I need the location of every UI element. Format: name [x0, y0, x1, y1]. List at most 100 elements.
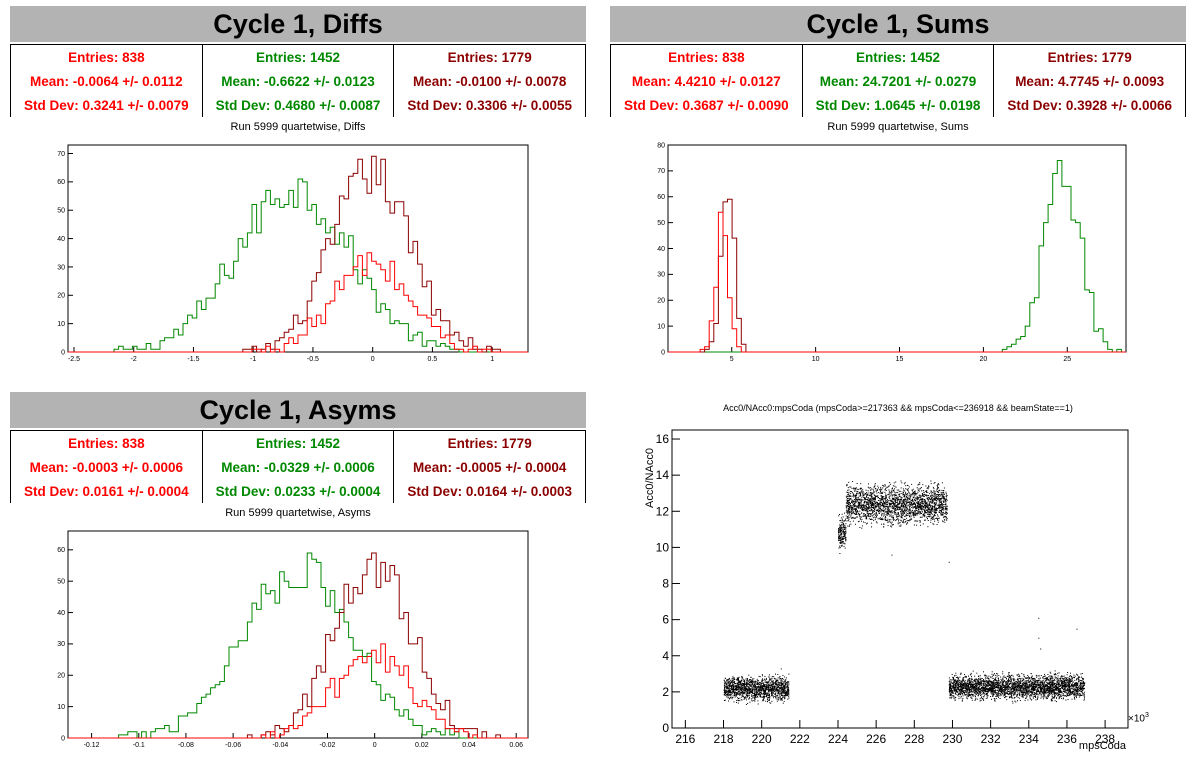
scatter-point: [976, 685, 978, 687]
y-tick-label: 20: [657, 298, 665, 305]
scatter-point: [895, 498, 897, 500]
entries-text: Entries: 1452: [255, 49, 341, 65]
scatter-point: [1067, 680, 1069, 682]
scatter-point: [901, 500, 903, 502]
scatter-point: [871, 507, 873, 508]
scatter-point: [788, 694, 790, 696]
scatter-point: [770, 678, 772, 680]
scatter-point: [915, 504, 916, 506]
scatter-point: [735, 692, 737, 694]
scatter-point: [936, 510, 938, 511]
scatter-point: [851, 513, 853, 515]
scatter-point: [874, 498, 876, 500]
scatter-point: [855, 510, 857, 512]
scatter-point: [931, 505, 933, 507]
scatter-point: [874, 500, 875, 502]
scatter-point: [961, 680, 963, 682]
scatter-point: [1060, 679, 1062, 681]
scatter-point: [885, 519, 887, 521]
y-tick-label: 16: [656, 432, 670, 446]
scatter-point: [889, 495, 891, 497]
scatter-point: [735, 686, 737, 688]
scatter-point: [736, 689, 738, 691]
scatter-point: [877, 502, 878, 504]
scatter-point: [916, 505, 918, 507]
y-tick-label: 50: [657, 220, 665, 227]
scatter-point: [865, 501, 867, 503]
scatter-point: [1056, 697, 1057, 699]
scatter-point: [1014, 685, 1016, 687]
scatter-point: [846, 511, 848, 513]
scatter-point: [879, 510, 881, 512]
scatter-point: [943, 517, 945, 519]
scatter-point: [871, 510, 873, 512]
scatter-point: [760, 692, 762, 694]
scatter-point: [875, 521, 877, 523]
scatter-point: [910, 495, 912, 497]
scatter-point: [915, 508, 917, 510]
scatter-point: [841, 544, 843, 546]
scatter-point: [881, 505, 883, 506]
scatter-point: [865, 515, 867, 517]
scatter-point: [763, 690, 765, 692]
scatter-point: [1020, 682, 1022, 683]
scatter-point: [917, 496, 919, 498]
stddev-text: Std Dev: 0.0233 +/- 0.0004: [215, 483, 381, 499]
scatter-point: [847, 516, 849, 518]
scatter-point: [914, 512, 916, 514]
scatter-point: [771, 676, 773, 677]
scatter-point: [927, 498, 929, 500]
scatter-point: [885, 510, 887, 512]
scatter-point: [972, 683, 974, 685]
scatter-point: [782, 680, 784, 682]
scatter-point: [910, 501, 912, 503]
scatter-point: [758, 685, 760, 687]
scatter-point: [758, 675, 760, 677]
scatter-point: [848, 511, 850, 512]
scatter-point: [928, 497, 930, 499]
scatter-point: [895, 499, 896, 501]
scatter-point: [916, 497, 918, 499]
scatter-point: [882, 519, 884, 521]
scatter-point: [854, 517, 856, 519]
sums-stats-green: Entries: 1452 Mean: 24.7201 +/- 0.0279 S…: [801, 45, 994, 117]
scatter-point: [921, 510, 923, 512]
scatter-point: [919, 505, 921, 507]
scatter-point: [867, 510, 869, 512]
scatter-point: [894, 502, 896, 504]
scatter-point: [930, 507, 932, 509]
scatter-point: [1036, 691, 1038, 693]
scatter-point: [760, 686, 761, 688]
scatter-point: [1044, 690, 1046, 692]
scatter-point: [1017, 682, 1019, 683]
scatter-point: [775, 690, 777, 692]
scatter-point: [760, 683, 762, 685]
scatter-point: [938, 492, 940, 493]
scatter-point: [1080, 673, 1082, 675]
scatter-point: [743, 698, 745, 700]
scatter-point: [867, 511, 869, 513]
scatter-point: [893, 497, 895, 499]
scatter-point: [922, 500, 924, 502]
scatter-point: [917, 496, 918, 498]
scatter-point: [747, 686, 749, 688]
scatter-point: [941, 505, 943, 507]
scatter-point: [740, 682, 742, 684]
scatter-point: [841, 540, 843, 542]
scatter-point: [762, 688, 764, 690]
scatter-point: [1074, 690, 1076, 692]
scatter-point: [882, 492, 883, 494]
scatter-point: [913, 492, 915, 494]
scatter-point: [768, 700, 770, 701]
scatter-point: [884, 488, 886, 490]
scatter-point: [934, 504, 936, 506]
scatter-point: [728, 695, 729, 697]
scatter-point: [844, 512, 845, 514]
scatter-point: [873, 513, 875, 515]
scatter-point: [843, 532, 845, 534]
scatter-point: [921, 505, 923, 507]
scatter-point: [942, 511, 944, 513]
scatter-point: [770, 685, 772, 686]
x-tick-label: 222: [790, 732, 810, 746]
scatter-point: [1049, 690, 1051, 692]
